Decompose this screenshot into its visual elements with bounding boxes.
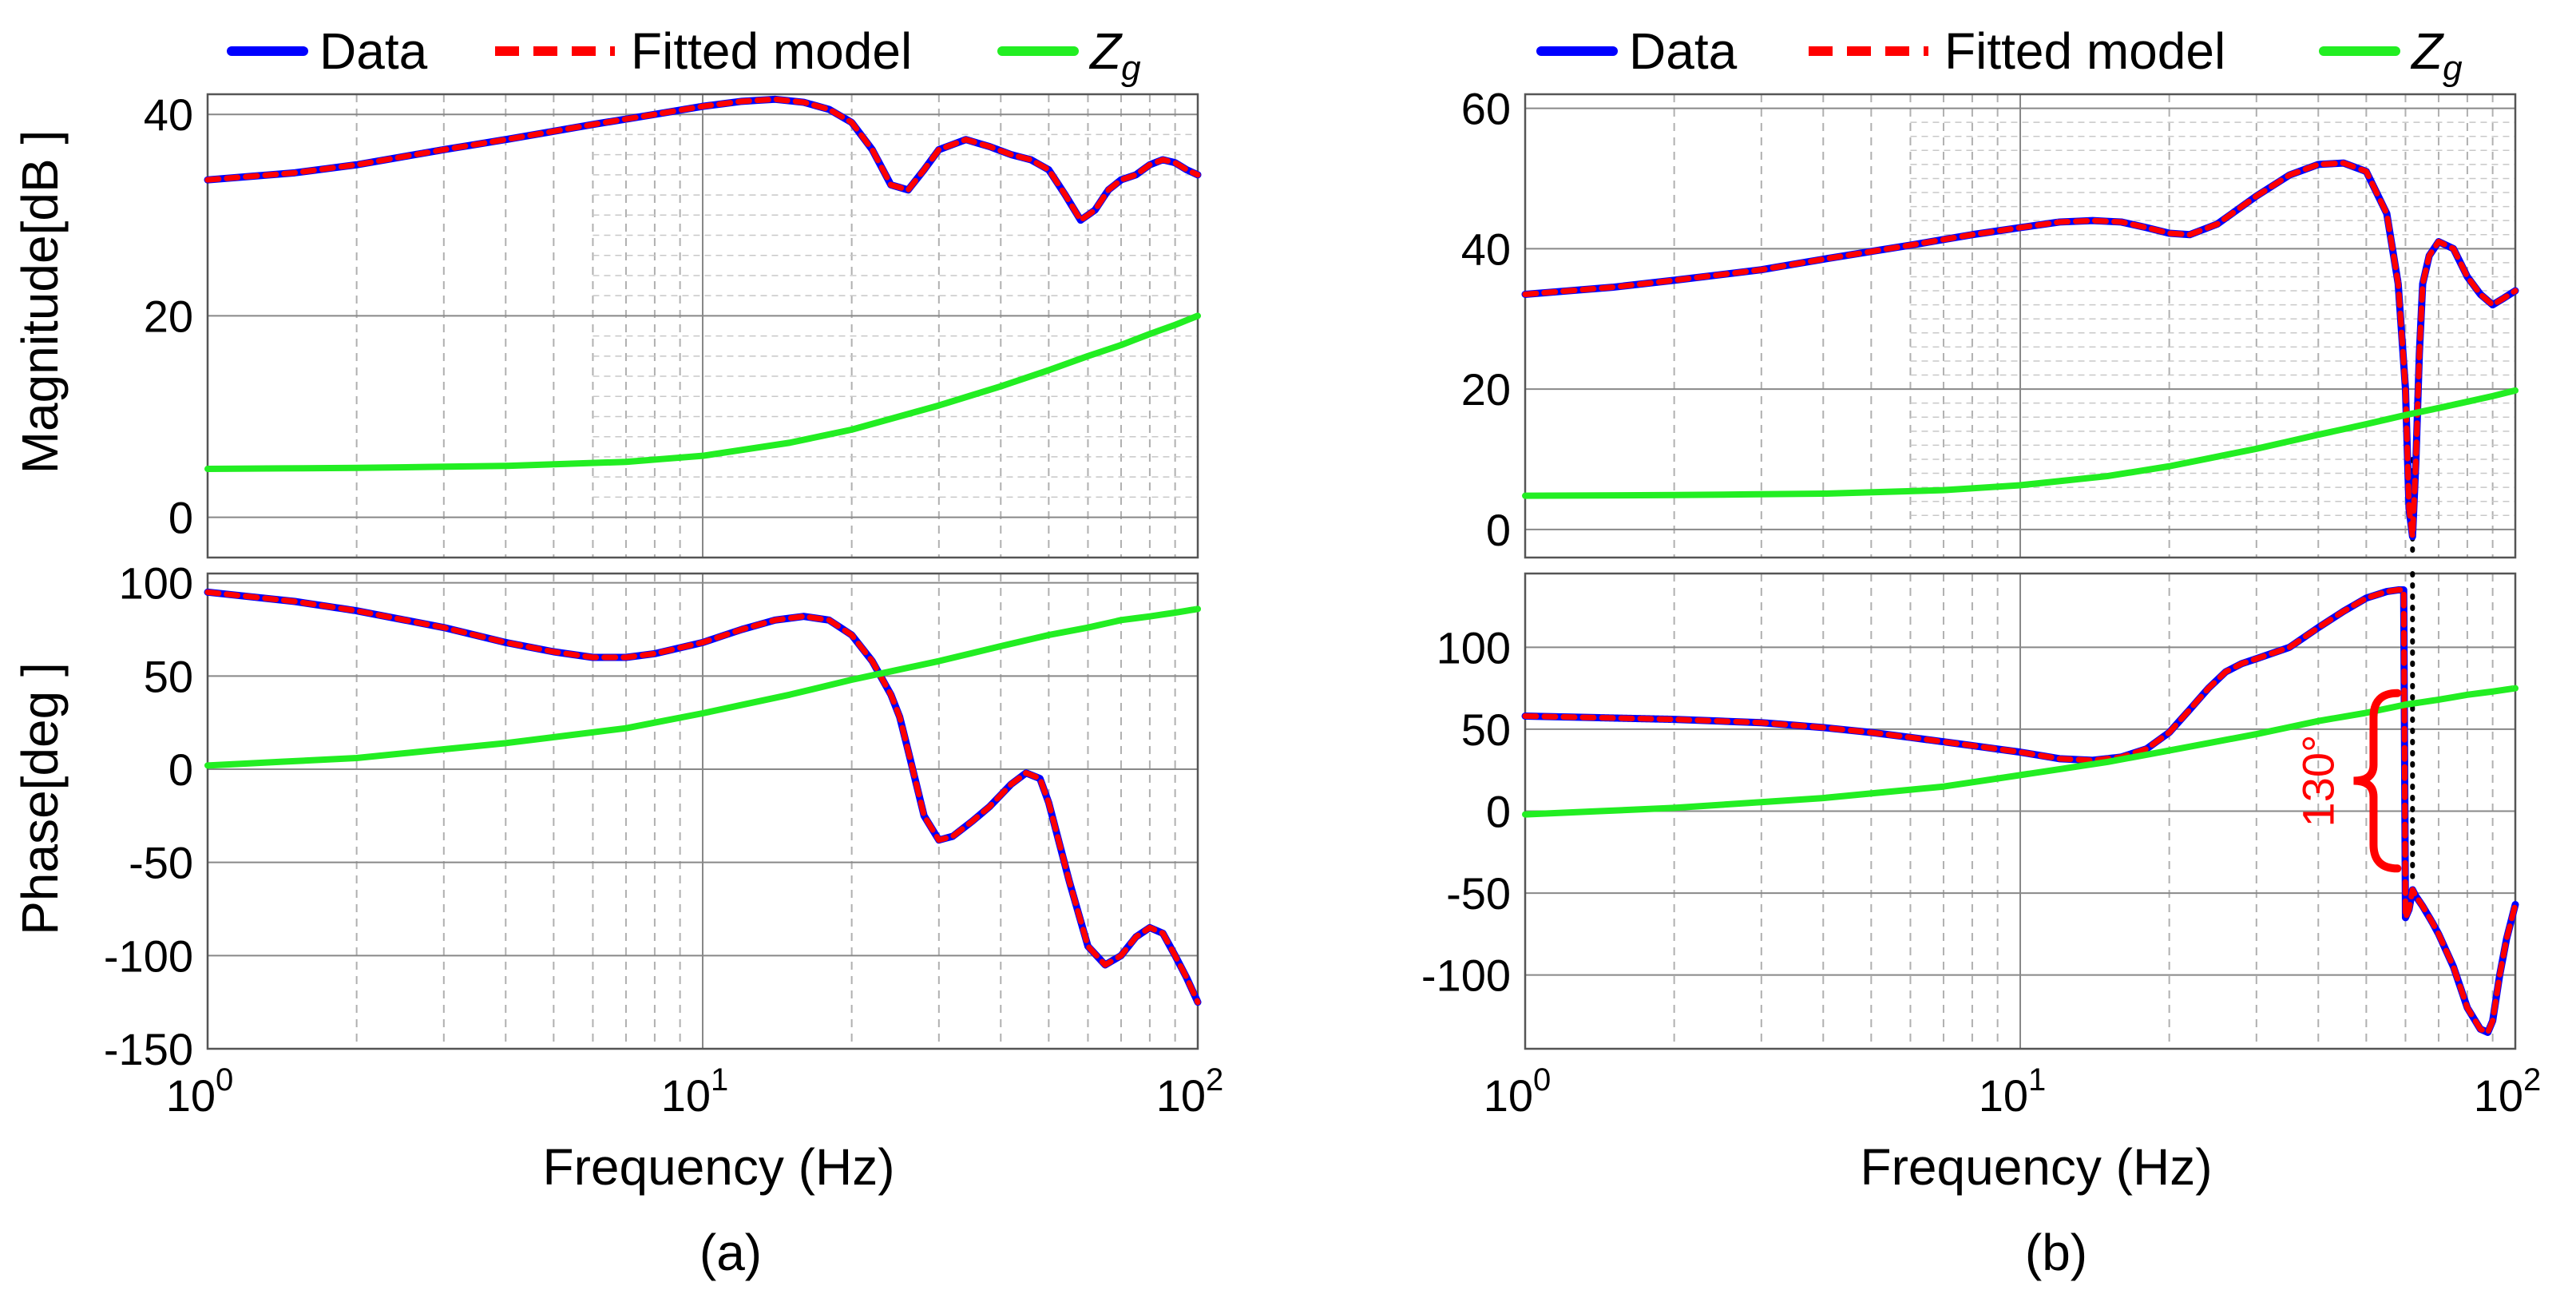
series-model-line — [1522, 160, 2519, 540]
y-tick-label: 20 — [1461, 364, 1511, 415]
y-tick-label: 100 — [119, 558, 193, 609]
series-model-line — [204, 96, 1201, 224]
y-tick-label: 0 — [1486, 505, 1511, 555]
legend-a-zg-base: Z — [1088, 22, 1123, 80]
plot-frame — [1524, 572, 2517, 1050]
y-tick-label: 0 — [1486, 787, 1511, 837]
series-zg-line — [1522, 685, 2519, 818]
x-tick-label: 102 — [2474, 1062, 2542, 1121]
annotation-label: 130° — [2293, 735, 2343, 828]
y-tick-label: 0 — [168, 744, 193, 795]
legend-b-zg-sub: g — [2443, 49, 2463, 88]
series-zg-line — [204, 605, 1202, 769]
plot-frame — [206, 93, 1199, 559]
panel-label-a: (a) — [699, 1224, 762, 1281]
legend-b-zg-label: Zg — [2410, 22, 2463, 88]
legend-a-zg-label: Zg — [1088, 22, 1141, 88]
plot-b-phase: -100 -50 0 50 100 100 101 102 130° — [1421, 571, 2542, 1121]
x-tick-label: 100 — [166, 1062, 234, 1121]
plot-a-phase: -150 -100 -50 0 50 100 100 101 102 — [104, 558, 1223, 1121]
legend-a-model-label: Fitted model — [631, 22, 912, 80]
x-tick-label: 100 — [1484, 1062, 1552, 1121]
legend-a: Data Fitted model Zg — [227, 22, 1141, 88]
x-tick-label: 101 — [1979, 1062, 2047, 1121]
x-tick-label: 101 — [661, 1062, 729, 1121]
series-model-line — [1522, 587, 2519, 1035]
y-tick-label: 0 — [168, 493, 193, 543]
ylabel-a-magnitude: Magnitude[dB ] — [11, 130, 69, 474]
legend-a-zg-sub: g — [1121, 49, 1141, 88]
y-tick-label: -100 — [1421, 951, 1511, 1001]
y-tick-label: -150 — [104, 1024, 193, 1074]
annotation-brace — [2353, 689, 2402, 873]
plot-a-magnitude: 0 20 40 — [144, 89, 1202, 559]
y-tick-label: 60 — [1461, 84, 1511, 134]
y-tick-label: -50 — [1446, 868, 1511, 919]
y-tick-label: 100 — [1437, 622, 1511, 673]
plot-b-magnitude: 0 20 40 60 — [1461, 84, 2519, 560]
xlabel-b: Frequency (Hz) — [1861, 1138, 2213, 1196]
panel-label-b: (b) — [2025, 1224, 2087, 1281]
series-model-line — [204, 589, 1201, 1006]
y-tick-label: 50 — [144, 651, 193, 701]
x-tick-label: 102 — [1156, 1062, 1224, 1121]
legend-b-zg-base: Z — [2410, 22, 2444, 80]
series-zg-line — [1522, 387, 2519, 499]
y-tick-label: 50 — [1461, 705, 1511, 755]
series-zg-line — [204, 312, 1202, 473]
legend-a-data-label: Data — [319, 22, 428, 80]
y-tick-label: 40 — [1461, 224, 1511, 274]
xlabel-a: Frequency (Hz) — [543, 1138, 895, 1196]
y-tick-label: 40 — [144, 89, 193, 140]
plot-frame — [206, 572, 1199, 1050]
y-tick-label: -100 — [104, 931, 193, 981]
ylabel-a-phase: Phase[deg ] — [11, 662, 69, 935]
plot-frame — [1524, 93, 2517, 559]
y-tick-label: 20 — [144, 291, 193, 341]
legend-b: Data Fitted model Zg — [1536, 22, 2463, 88]
legend-b-data-label: Data — [1629, 22, 1738, 80]
y-tick-label: -50 — [129, 838, 193, 888]
legend-b-model-label: Fitted model — [1944, 22, 2225, 80]
